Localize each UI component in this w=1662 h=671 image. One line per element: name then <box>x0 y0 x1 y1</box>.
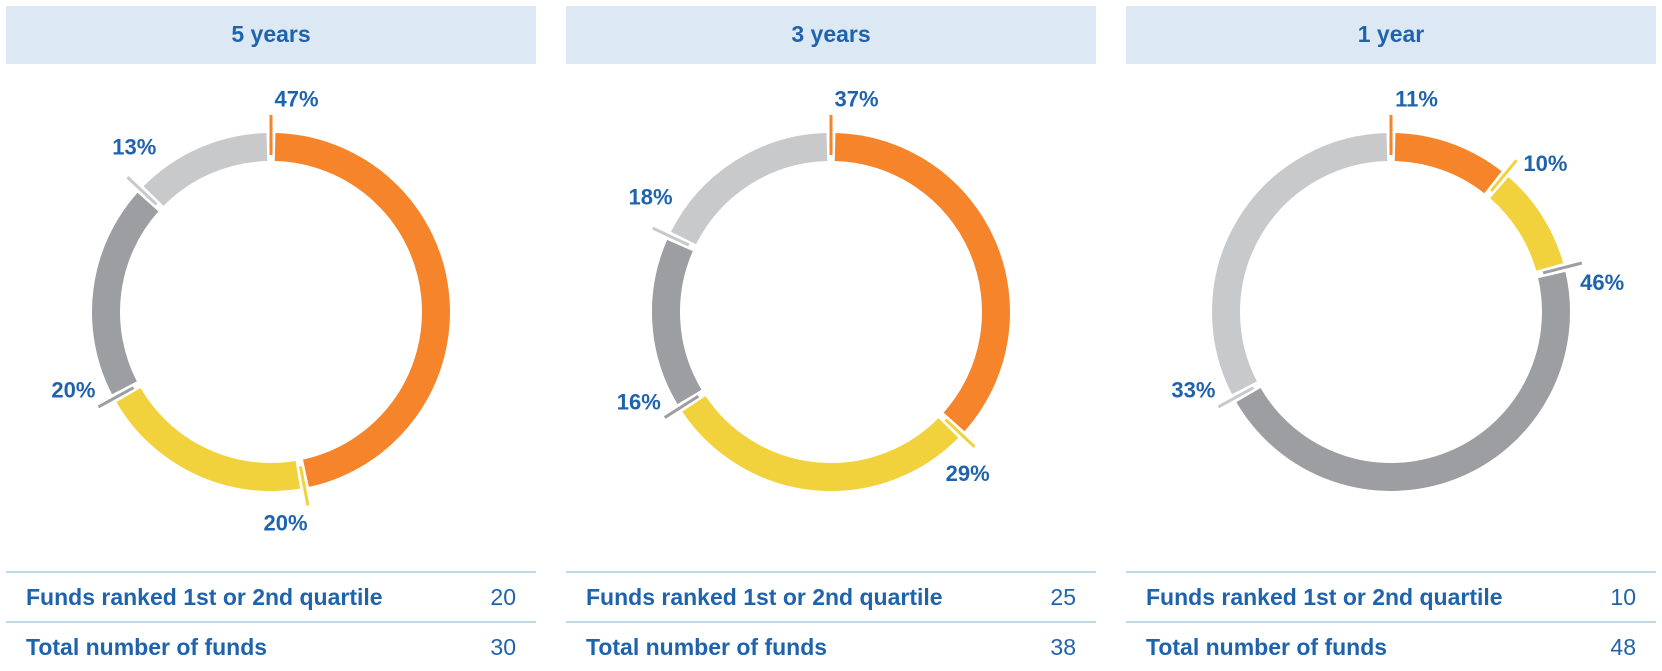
donut-segment <box>670 133 828 245</box>
table-value: 25 <box>1050 584 1076 610</box>
donut-segment <box>143 133 268 207</box>
leader-line <box>652 226 690 247</box>
donut-segment <box>116 387 301 491</box>
panel-title: 3 years <box>791 21 870 47</box>
donut-segment <box>1236 271 1570 491</box>
leader-line <box>298 465 310 506</box>
panel-header <box>566 6 1096 64</box>
value-label: 20% <box>264 510 308 535</box>
leader-line <box>97 386 135 409</box>
donut-segment <box>274 133 450 487</box>
table-label: Funds ranked 1st or 2nd quartile <box>1146 584 1503 610</box>
value-label: 29% <box>946 461 990 486</box>
table-label: Total number of funds <box>1146 634 1387 660</box>
table-value: 10 <box>1610 584 1636 610</box>
table-label: Funds ranked 1st or 2nd quartile <box>26 584 383 610</box>
panel-title: 1 year <box>1358 21 1425 47</box>
table-label: Total number of funds <box>26 634 267 660</box>
panel-header <box>6 6 536 64</box>
leader-line <box>1542 261 1583 275</box>
donut-segment <box>1394 133 1502 194</box>
value-label: 13% <box>112 134 156 159</box>
panel-header <box>1126 6 1656 64</box>
donut-segment <box>834 133 1010 432</box>
table-label: Total number of funds <box>586 634 827 660</box>
donut-segment <box>1489 176 1564 272</box>
table-value: 20 <box>490 584 516 610</box>
leader-line <box>1217 386 1255 409</box>
value-label: 33% <box>1171 377 1215 402</box>
donut-segment <box>682 395 959 491</box>
table-value: 30 <box>490 634 516 660</box>
leader-line <box>1489 159 1518 192</box>
leader-line <box>663 394 700 419</box>
value-label: 46% <box>1580 270 1624 295</box>
donut-segment <box>92 192 159 395</box>
value-label: 37% <box>834 86 878 111</box>
table-label: Funds ranked 1st or 2nd quartile <box>586 584 943 610</box>
value-label: 18% <box>628 185 672 210</box>
value-label: 20% <box>51 377 95 402</box>
value-label: 16% <box>617 390 661 415</box>
leader-line <box>126 176 158 206</box>
table-value: 38 <box>1050 634 1076 660</box>
panel-title: 5 years <box>231 21 310 47</box>
donut-segment <box>1212 133 1388 395</box>
value-label: 10% <box>1523 151 1567 176</box>
donut-segment <box>652 239 702 405</box>
leader-line <box>944 418 976 448</box>
value-label: 11% <box>1395 86 1438 111</box>
table-value: 48 <box>1610 634 1636 660</box>
value-label: 47% <box>274 86 318 111</box>
